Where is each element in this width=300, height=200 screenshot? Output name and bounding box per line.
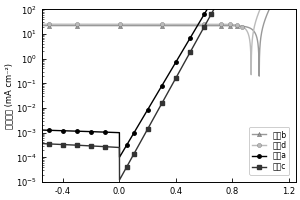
曲线a xyxy=(147,106,151,109)
Y-axis label: 电流密度 (mA cm⁻²): 电流密度 (mA cm⁻²) xyxy=(4,63,13,129)
曲线d xyxy=(147,23,151,25)
曲线b xyxy=(153,24,157,27)
曲线d xyxy=(153,23,157,25)
曲线b xyxy=(223,24,227,27)
曲线d xyxy=(52,23,56,25)
曲线b xyxy=(257,75,261,77)
曲线b xyxy=(52,24,56,27)
曲线d xyxy=(40,23,44,25)
曲线c xyxy=(52,143,56,145)
曲线d xyxy=(249,73,253,76)
Line: 曲线b: 曲线b xyxy=(40,0,277,78)
曲线b xyxy=(266,11,270,13)
Line: 曲线a: 曲线a xyxy=(40,0,276,159)
曲线c xyxy=(153,114,157,117)
Line: 曲线c: 曲线c xyxy=(40,0,276,182)
Line: 曲线d: 曲线d xyxy=(40,0,277,77)
曲线c xyxy=(40,142,44,145)
曲线b xyxy=(266,11,270,14)
曲线b xyxy=(40,24,44,27)
曲线a xyxy=(153,96,157,98)
曲线c xyxy=(147,125,151,128)
曲线a xyxy=(118,156,121,158)
曲线a xyxy=(40,129,44,131)
Legend: 曲线b, 曲线d, 曲线a, 曲线c: 曲线b, 曲线d, 曲线a, 曲线c xyxy=(249,127,290,175)
曲线d xyxy=(223,23,227,26)
曲线a xyxy=(52,129,56,132)
曲线c xyxy=(118,179,121,181)
曲线b xyxy=(147,24,151,27)
